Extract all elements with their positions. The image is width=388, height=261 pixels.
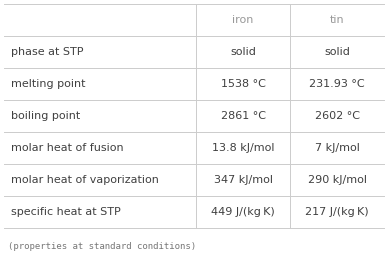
Text: 7 kJ/mol: 7 kJ/mol: [315, 143, 360, 153]
Text: 449 J/(kg K): 449 J/(kg K): [211, 207, 275, 217]
Text: phase at STP: phase at STP: [11, 47, 83, 57]
Text: 217 J/(kg K): 217 J/(kg K): [305, 207, 369, 217]
Text: specific heat at STP: specific heat at STP: [11, 207, 121, 217]
Text: boiling point: boiling point: [11, 111, 80, 121]
Text: iron: iron: [232, 15, 254, 25]
Text: solid: solid: [230, 47, 256, 57]
Text: tin: tin: [330, 15, 345, 25]
Text: molar heat of vaporization: molar heat of vaporization: [11, 175, 159, 185]
Text: 13.8 kJ/mol: 13.8 kJ/mol: [212, 143, 274, 153]
Text: 231.93 °C: 231.93 °C: [310, 79, 365, 89]
Text: molar heat of fusion: molar heat of fusion: [11, 143, 124, 153]
Text: solid: solid: [324, 47, 350, 57]
Text: 2861 °C: 2861 °C: [220, 111, 265, 121]
Text: 290 kJ/mol: 290 kJ/mol: [308, 175, 367, 185]
Text: 2602 °C: 2602 °C: [315, 111, 360, 121]
Text: 1538 °C: 1538 °C: [221, 79, 265, 89]
Text: (properties at standard conditions): (properties at standard conditions): [8, 242, 196, 251]
Text: 347 kJ/mol: 347 kJ/mol: [213, 175, 272, 185]
Text: melting point: melting point: [11, 79, 85, 89]
